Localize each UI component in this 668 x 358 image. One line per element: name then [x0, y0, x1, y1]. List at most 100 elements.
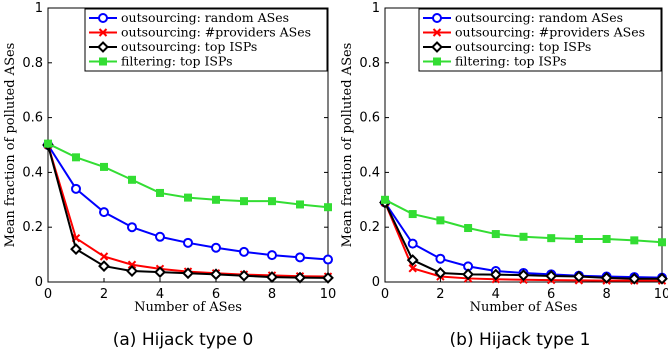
chart-panel-2: 0 2 4 6 8 10 0 0.2 0.4 0.6 0.8 1 Number of ASes Mean … — [340, 1, 668, 350]
data-point-square — [128, 175, 136, 184]
y-tick-label: 0.4 — [22, 165, 43, 180]
legend-marker-circle — [432, 13, 442, 23]
y-tick-label: 0.8 — [22, 56, 43, 71]
data-point-circle — [211, 242, 221, 253]
data-point-circle — [323, 254, 333, 265]
data-point-diamond — [462, 268, 475, 281]
data-point-diamond — [628, 272, 641, 285]
data-point-circle — [267, 250, 277, 261]
data-point-square — [602, 234, 611, 243]
legend-entry-label: filtering: top ISPs — [455, 54, 566, 69]
y-tick-label: 0.6 — [22, 111, 43, 126]
y-tick-label: 0.8 — [359, 56, 380, 71]
data-point-diamond — [600, 271, 613, 284]
data-point-square — [324, 203, 332, 212]
data-point-circle — [435, 253, 446, 264]
data-point-diamond — [489, 268, 502, 281]
series-line — [47, 144, 329, 279]
x-tick-label: 10 — [320, 287, 337, 302]
plot-frame — [384, 7, 663, 283]
data-point-circle — [239, 246, 249, 257]
data-point-diamond — [656, 272, 668, 285]
data-point-diamond — [266, 271, 278, 283]
legend-marker-x — [432, 28, 442, 37]
data-point-diamond — [572, 270, 585, 283]
legend-marker-diamond — [431, 41, 443, 53]
data-point-circle — [71, 183, 81, 194]
data-point-square — [464, 224, 473, 233]
y-tick-label: 0.4 — [359, 165, 380, 180]
legend-entry-label: outsourcing: #providers ASes — [121, 25, 311, 40]
x-tick-label: 0 — [44, 287, 52, 302]
x-tick-label: 6 — [547, 287, 555, 302]
data-point-diamond — [126, 265, 138, 277]
data-point-x — [99, 252, 109, 261]
y-tick-label: 1 — [35, 1, 43, 16]
legend-marker-diamond — [97, 41, 109, 53]
data-point-circle — [295, 252, 305, 263]
legend-marker-x — [98, 28, 108, 37]
x-tick-label: 0 — [381, 287, 389, 302]
legend-marker-square — [433, 57, 441, 66]
data-point-diamond — [406, 254, 419, 266]
data-point-circle — [183, 237, 193, 248]
data-point-diamond — [154, 266, 166, 279]
data-point-diamond — [322, 271, 334, 284]
data-point-square — [630, 236, 639, 245]
x-axis-label: Number of ASes — [134, 300, 242, 315]
x-tick-label: 10 — [654, 287, 668, 302]
legend-marker-circle — [98, 13, 108, 23]
y-tick-label: 0.2 — [359, 220, 380, 235]
data-point-square — [491, 230, 500, 239]
data-point-diamond — [238, 269, 250, 282]
series-4 — [44, 139, 332, 212]
data-point-square — [100, 162, 108, 171]
legend-entry-label: outsourcing: #providers ASes — [455, 25, 645, 40]
y-axis-label: Mean fraction of polluted ASes — [340, 43, 355, 248]
legend-entry-label: outsourcing: random ASes — [455, 10, 623, 25]
data-point-square — [381, 195, 389, 204]
x-tick-label: 8 — [602, 287, 610, 302]
data-point-diamond — [434, 267, 447, 279]
panel-caption: (b) Hijack type 1 — [450, 330, 591, 350]
y-tick-label: 0.2 — [22, 220, 43, 235]
y-tick-label: 0.6 — [359, 111, 380, 126]
x-axis-label: Number of ASes — [470, 300, 578, 315]
data-point-square — [44, 139, 52, 148]
data-point-square — [72, 153, 80, 162]
y-axis-label: Mean fraction of polluted ASes — [3, 43, 18, 248]
legend-box — [418, 8, 662, 72]
data-point-diamond — [517, 269, 530, 282]
panel-caption: (a) Hijack type 0 — [113, 330, 254, 350]
data-point-diamond — [182, 267, 194, 280]
data-point-diamond — [294, 271, 306, 284]
data-point-square — [156, 188, 164, 197]
chart-panel-1: 0 2 4 6 8 10 0 0.2 0.4 0.6 0.8 1 Number of ASes Mean … — [3, 1, 336, 350]
data-point-circle — [127, 222, 137, 233]
data-point-x — [127, 260, 137, 269]
x-tick-label: 8 — [268, 287, 276, 302]
y-tick-label: 0 — [35, 275, 43, 290]
data-point-diamond — [70, 243, 82, 256]
data-point-circle — [99, 207, 109, 218]
data-point-square — [240, 197, 248, 206]
data-point-x — [408, 264, 417, 273]
y-tick-label: 1 — [372, 1, 380, 16]
data-point-square — [184, 193, 192, 202]
data-point-circle — [407, 238, 418, 249]
data-point-diamond — [98, 260, 110, 273]
x-tick-label: 6 — [212, 287, 220, 302]
x-tick-label: 2 — [100, 287, 108, 302]
data-point-circle — [155, 231, 165, 242]
data-point-square — [436, 216, 445, 225]
y-tick-label: 0 — [372, 275, 380, 290]
data-point-square — [574, 234, 583, 243]
legend-entry-label: outsourcing: top ISPs — [121, 39, 257, 54]
data-point-diamond — [545, 270, 558, 282]
x-tick-label: 4 — [492, 287, 500, 302]
data-point-square — [519, 232, 528, 241]
legend-marker-square — [99, 57, 107, 66]
